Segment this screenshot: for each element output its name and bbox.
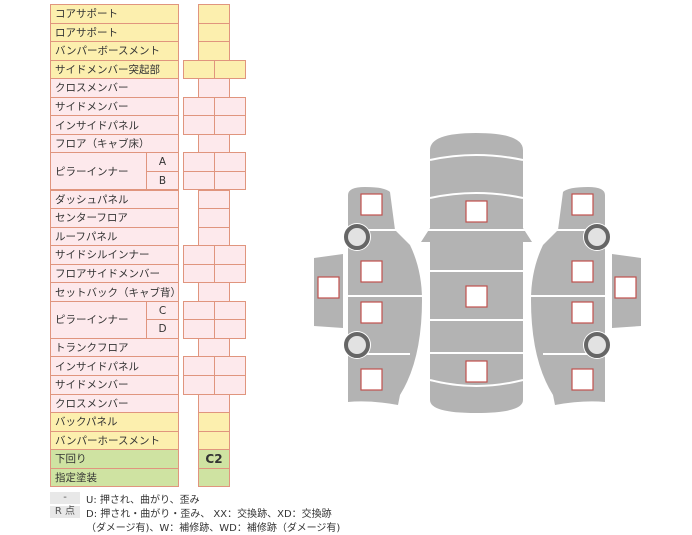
wheel-icon <box>344 224 370 250</box>
row-sublabel: A <box>146 152 179 172</box>
legend-text: （ダメージ有)、W：補修跡、WD：補修跡（ダメージ有) <box>86 523 341 534</box>
damage-marker-box[interactable] <box>317 276 340 299</box>
row-label: クロスメンバー <box>50 78 179 98</box>
row-label: サイドメンバー突起部 <box>50 59 179 80</box>
damage-marker-box[interactable] <box>360 193 383 216</box>
damage-marker-box[interactable] <box>465 360 488 383</box>
car-body-top <box>421 133 532 413</box>
damage-marker-box[interactable] <box>360 368 383 391</box>
row-label: クロスメンバー <box>50 393 179 414</box>
wheel-icon <box>344 332 370 358</box>
row-label: サイドメンバー <box>50 96 179 117</box>
damage-cell-right[interactable] <box>214 375 246 395</box>
damage-marker-box[interactable] <box>614 276 637 299</box>
damage-cell-right[interactable] <box>214 59 246 80</box>
damage-cell-right[interactable] <box>214 319 246 339</box>
row-label: バンパーボースメント <box>50 41 179 61</box>
row-label: ピラーインナー <box>50 300 147 339</box>
legend-text: D: 押され・曲がり・歪み、 XX：交換跡、XD：交換跡 <box>86 509 332 520</box>
damage-marker-box[interactable] <box>571 193 594 216</box>
row-label: フロア（キャブ床） <box>50 133 179 154</box>
row-label: サイドシルインナー <box>50 245 179 265</box>
row-label: インサイドパネル <box>50 115 179 135</box>
damage-marker-box[interactable] <box>571 260 594 283</box>
wheel-icon <box>584 224 610 250</box>
legend-key: R 点 <box>50 506 80 518</box>
legend-key: - <box>50 492 80 504</box>
damage-cell-right[interactable] <box>214 263 246 284</box>
wheel-icon <box>584 332 610 358</box>
row-label: フロアサイドメンバー <box>50 263 179 284</box>
row-sublabel: C <box>146 300 179 321</box>
row-label: 指定塗装 <box>50 467 179 488</box>
row-label: ピラーインナー <box>50 152 147 191</box>
damage-marker-box[interactable] <box>465 200 488 223</box>
damage-cell-right[interactable] <box>214 170 246 191</box>
damage-cell[interactable]: C2 <box>198 449 230 469</box>
row-label: センターフロア <box>50 208 179 228</box>
damage-cell[interactable] <box>198 467 230 488</box>
damage-cell-right[interactable] <box>214 115 246 135</box>
damage-marker-box[interactable] <box>360 260 383 283</box>
damage-marker-box[interactable] <box>571 301 594 324</box>
damage-marker-box[interactable] <box>571 368 594 391</box>
row-label: バンパーホースメント <box>50 430 179 451</box>
legend-text: U: 押され、曲がり、歪み <box>86 495 200 506</box>
row-label: バックパネル <box>50 412 179 432</box>
damage-marker-box[interactable] <box>465 285 488 308</box>
damage-marker-box[interactable] <box>360 301 383 324</box>
